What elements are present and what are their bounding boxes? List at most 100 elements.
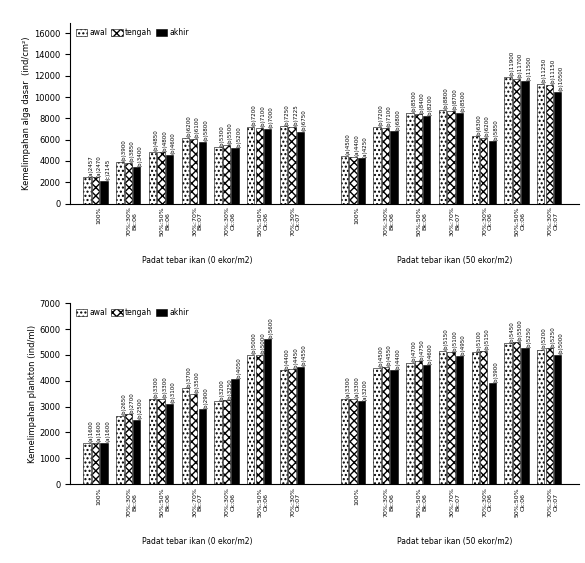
Text: Padat tebar ikan (50 ekor/m2): Padat tebar ikan (50 ekor/m2)	[397, 537, 512, 546]
Text: (b)3400: (b)3400	[138, 145, 143, 167]
Text: (b)5000: (b)5000	[559, 333, 564, 354]
Text: (b)6200: (b)6200	[485, 115, 490, 137]
Text: (b)7000: (b)7000	[269, 107, 274, 128]
Bar	[101, 181, 108, 204]
Text: (b)4850: (b)4850	[154, 129, 159, 151]
Text: (b)11700: (b)11700	[518, 53, 522, 78]
Bar	[456, 356, 463, 484]
Text: (b)3500: (b)3500	[195, 372, 200, 393]
Bar	[84, 177, 91, 204]
Text: Padat tebar ikan (0 ekor/m2): Padat tebar ikan (0 ekor/m2)	[142, 256, 253, 265]
Text: (b)11900: (b)11900	[509, 51, 514, 77]
Text: (b)3300: (b)3300	[162, 377, 167, 398]
Text: (b)5850: (b)5850	[493, 119, 498, 141]
Bar	[198, 142, 206, 204]
Bar	[448, 111, 455, 204]
Bar	[256, 128, 263, 204]
Text: (b)8400: (b)8400	[419, 92, 425, 114]
Text: (b)8200: (b)8200	[428, 94, 433, 115]
Bar	[357, 158, 365, 204]
Bar	[340, 399, 348, 484]
Bar	[382, 128, 389, 204]
Bar	[92, 177, 99, 204]
Bar	[537, 350, 545, 484]
Legend: awal, tengah, akhir: awal, tengah, akhir	[74, 26, 191, 38]
Bar	[340, 155, 348, 204]
Bar	[480, 351, 487, 484]
Bar	[513, 79, 520, 204]
Text: (b)11150: (b)11150	[550, 59, 555, 84]
Text: (b)5150: (b)5150	[444, 329, 449, 350]
Bar	[373, 368, 381, 484]
Bar	[101, 443, 108, 484]
Text: (a)2470: (a)2470	[97, 155, 102, 177]
Bar	[415, 361, 422, 484]
Text: (b)4400: (b)4400	[285, 348, 290, 370]
Bar	[264, 129, 271, 204]
Text: (b)8500: (b)8500	[461, 91, 466, 113]
Bar	[546, 348, 553, 484]
Bar	[521, 348, 529, 484]
Bar	[181, 137, 189, 204]
Text: (b)4600: (b)4600	[171, 132, 176, 154]
Bar	[415, 114, 422, 204]
Bar	[448, 352, 455, 484]
Bar	[504, 77, 512, 204]
Text: (b)3850: (b)3850	[129, 140, 135, 162]
Bar	[133, 419, 140, 484]
Text: Padat tebar ikan (50 ekor/m2): Padat tebar ikan (50 ekor/m2)	[397, 256, 512, 265]
Bar	[297, 367, 304, 484]
Text: (b)4700: (b)4700	[411, 340, 416, 362]
Text: (b)4550: (b)4550	[387, 344, 392, 366]
Text: (b)3300: (b)3300	[154, 377, 159, 398]
Bar	[149, 399, 156, 484]
Text: (b)7225: (b)7225	[293, 104, 298, 126]
Text: (b)2650: (b)2650	[121, 394, 126, 415]
Text: (b)4450: (b)4450	[293, 347, 298, 369]
Text: (b)6100: (b)6100	[195, 117, 200, 138]
Bar	[247, 355, 254, 484]
Text: (b)7250: (b)7250	[285, 104, 290, 126]
Bar	[521, 81, 529, 204]
Text: (b)3700: (b)3700	[187, 366, 191, 388]
Bar	[513, 342, 520, 484]
Bar	[223, 400, 230, 484]
Text: (b)5800: (b)5800	[204, 119, 208, 141]
Bar	[181, 388, 189, 484]
Text: (b)3100: (b)3100	[171, 382, 176, 404]
Text: (a)2457: (a)2457	[88, 155, 93, 177]
Text: Padat tebar ikan (0 ekor/m2): Padat tebar ikan (0 ekor/m2)	[142, 537, 253, 546]
Text: (b)5100: (b)5100	[477, 330, 481, 352]
Text: (b)5500: (b)5500	[228, 123, 233, 145]
Bar	[214, 147, 222, 204]
Text: (a)1600: (a)1600	[97, 421, 102, 443]
Text: (b)4500: (b)4500	[378, 346, 383, 367]
Text: (b)5150: (b)5150	[485, 329, 490, 350]
Bar	[297, 132, 304, 204]
Bar	[439, 351, 446, 484]
Y-axis label: Kemelimpahan alga dasar  (ind/cm²): Kemelimpahan alga dasar (ind/cm²)	[22, 36, 32, 190]
Text: (a)3300: (a)3300	[346, 377, 350, 398]
Text: (b)2500: (b)2500	[138, 397, 143, 419]
Text: (b)5000: (b)5000	[252, 333, 257, 354]
Text: (b)5000: (b)5000	[260, 333, 266, 354]
Text: (b)3900: (b)3900	[121, 140, 126, 162]
Bar	[504, 343, 512, 484]
Bar	[280, 370, 287, 484]
Text: (b)2700: (b)2700	[129, 392, 135, 414]
Text: (b)4050: (b)4050	[236, 357, 241, 379]
Bar	[382, 367, 389, 484]
Text: (b)6300: (b)6300	[477, 114, 481, 136]
Bar	[546, 85, 553, 204]
Text: (b)7200: (b)7200	[378, 105, 383, 126]
Text: (b)6800: (b)6800	[395, 109, 400, 131]
Bar	[456, 113, 463, 204]
Bar	[231, 379, 239, 484]
Bar	[373, 127, 381, 204]
Text: (b)4750: (b)4750	[419, 339, 425, 361]
Bar	[247, 127, 254, 204]
Text: (c)2145: (c)2145	[105, 159, 110, 180]
Text: (a)3200: (a)3200	[363, 379, 367, 401]
Bar	[288, 369, 295, 484]
Bar	[423, 365, 431, 484]
